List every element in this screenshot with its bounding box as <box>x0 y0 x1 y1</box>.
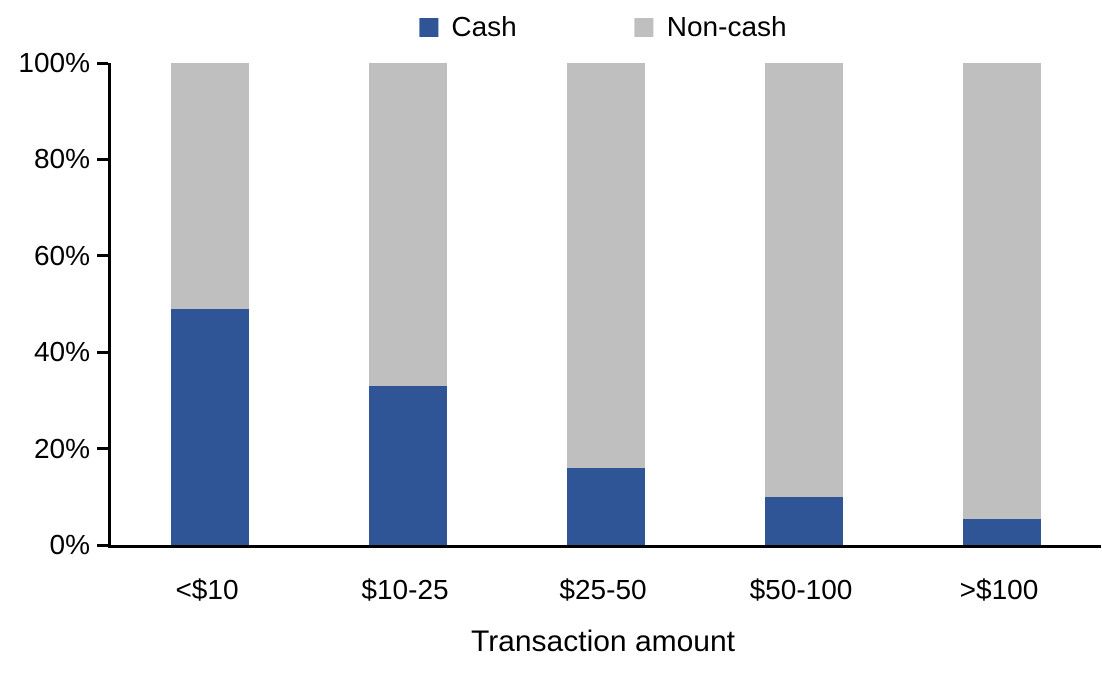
y-tick-label: 20% <box>33 432 90 464</box>
chart-legend: Cash Non-cash <box>419 11 787 42</box>
bar-slot <box>507 63 705 545</box>
y-tick-mark <box>97 543 108 547</box>
stacked-bar--100 <box>963 63 1041 545</box>
y-tick-label: 100% <box>18 47 90 78</box>
bar-slot <box>903 63 1101 545</box>
segment-non-cash <box>567 63 645 468</box>
plot-area <box>108 63 1101 548</box>
y-tick-label: 60% <box>33 239 90 271</box>
x-axis-title: Transaction amount <box>470 625 736 658</box>
segment-cash <box>765 496 843 545</box>
y-tick-mark <box>97 157 108 161</box>
segment-cash <box>369 385 447 545</box>
legend-item-non-cash: Non-cash <box>634 11 787 42</box>
bar-slot <box>111 63 309 545</box>
bar-slot <box>705 63 903 545</box>
segment-cash <box>171 308 249 545</box>
y-tick-label: 0% <box>49 529 90 560</box>
y-tick-label: 40% <box>33 336 90 368</box>
segment-cash <box>963 518 1041 545</box>
bar-slot <box>309 63 507 545</box>
segment-non-cash <box>171 63 249 309</box>
stacked-bar--10 <box>171 63 249 545</box>
x-tick-label: <$10 <box>175 574 239 605</box>
x-tick-label: $10-25 <box>361 574 449 605</box>
y-tick-mark <box>97 350 108 354</box>
segment-cash <box>567 467 645 545</box>
x-tick-label: >$100 <box>959 574 1039 605</box>
legend-item-cash: Cash <box>419 11 517 42</box>
stacked-bar--10-25 <box>369 63 447 545</box>
x-tick-label: $50-100 <box>749 574 853 605</box>
stacked-bar--25-50 <box>567 63 645 545</box>
y-tick-mark <box>97 254 108 258</box>
y-tick-label: 80% <box>33 143 90 175</box>
segment-non-cash <box>369 63 447 386</box>
stacked-bar--50-100 <box>765 63 843 545</box>
legend-label: Non-cash <box>666 11 787 42</box>
segment-non-cash <box>765 63 843 497</box>
segment-non-cash <box>963 63 1041 519</box>
x-tick-label: $25-50 <box>559 574 647 605</box>
legend-swatch-icon <box>419 17 439 37</box>
x-axis-labels: <$10 $10-25 $25-50 $50-100 >$100 <box>108 576 1098 604</box>
legend-label: Cash <box>451 11 517 42</box>
legend-swatch-icon <box>634 17 654 37</box>
y-tick-mark <box>97 447 108 451</box>
y-tick-mark <box>97 61 108 65</box>
